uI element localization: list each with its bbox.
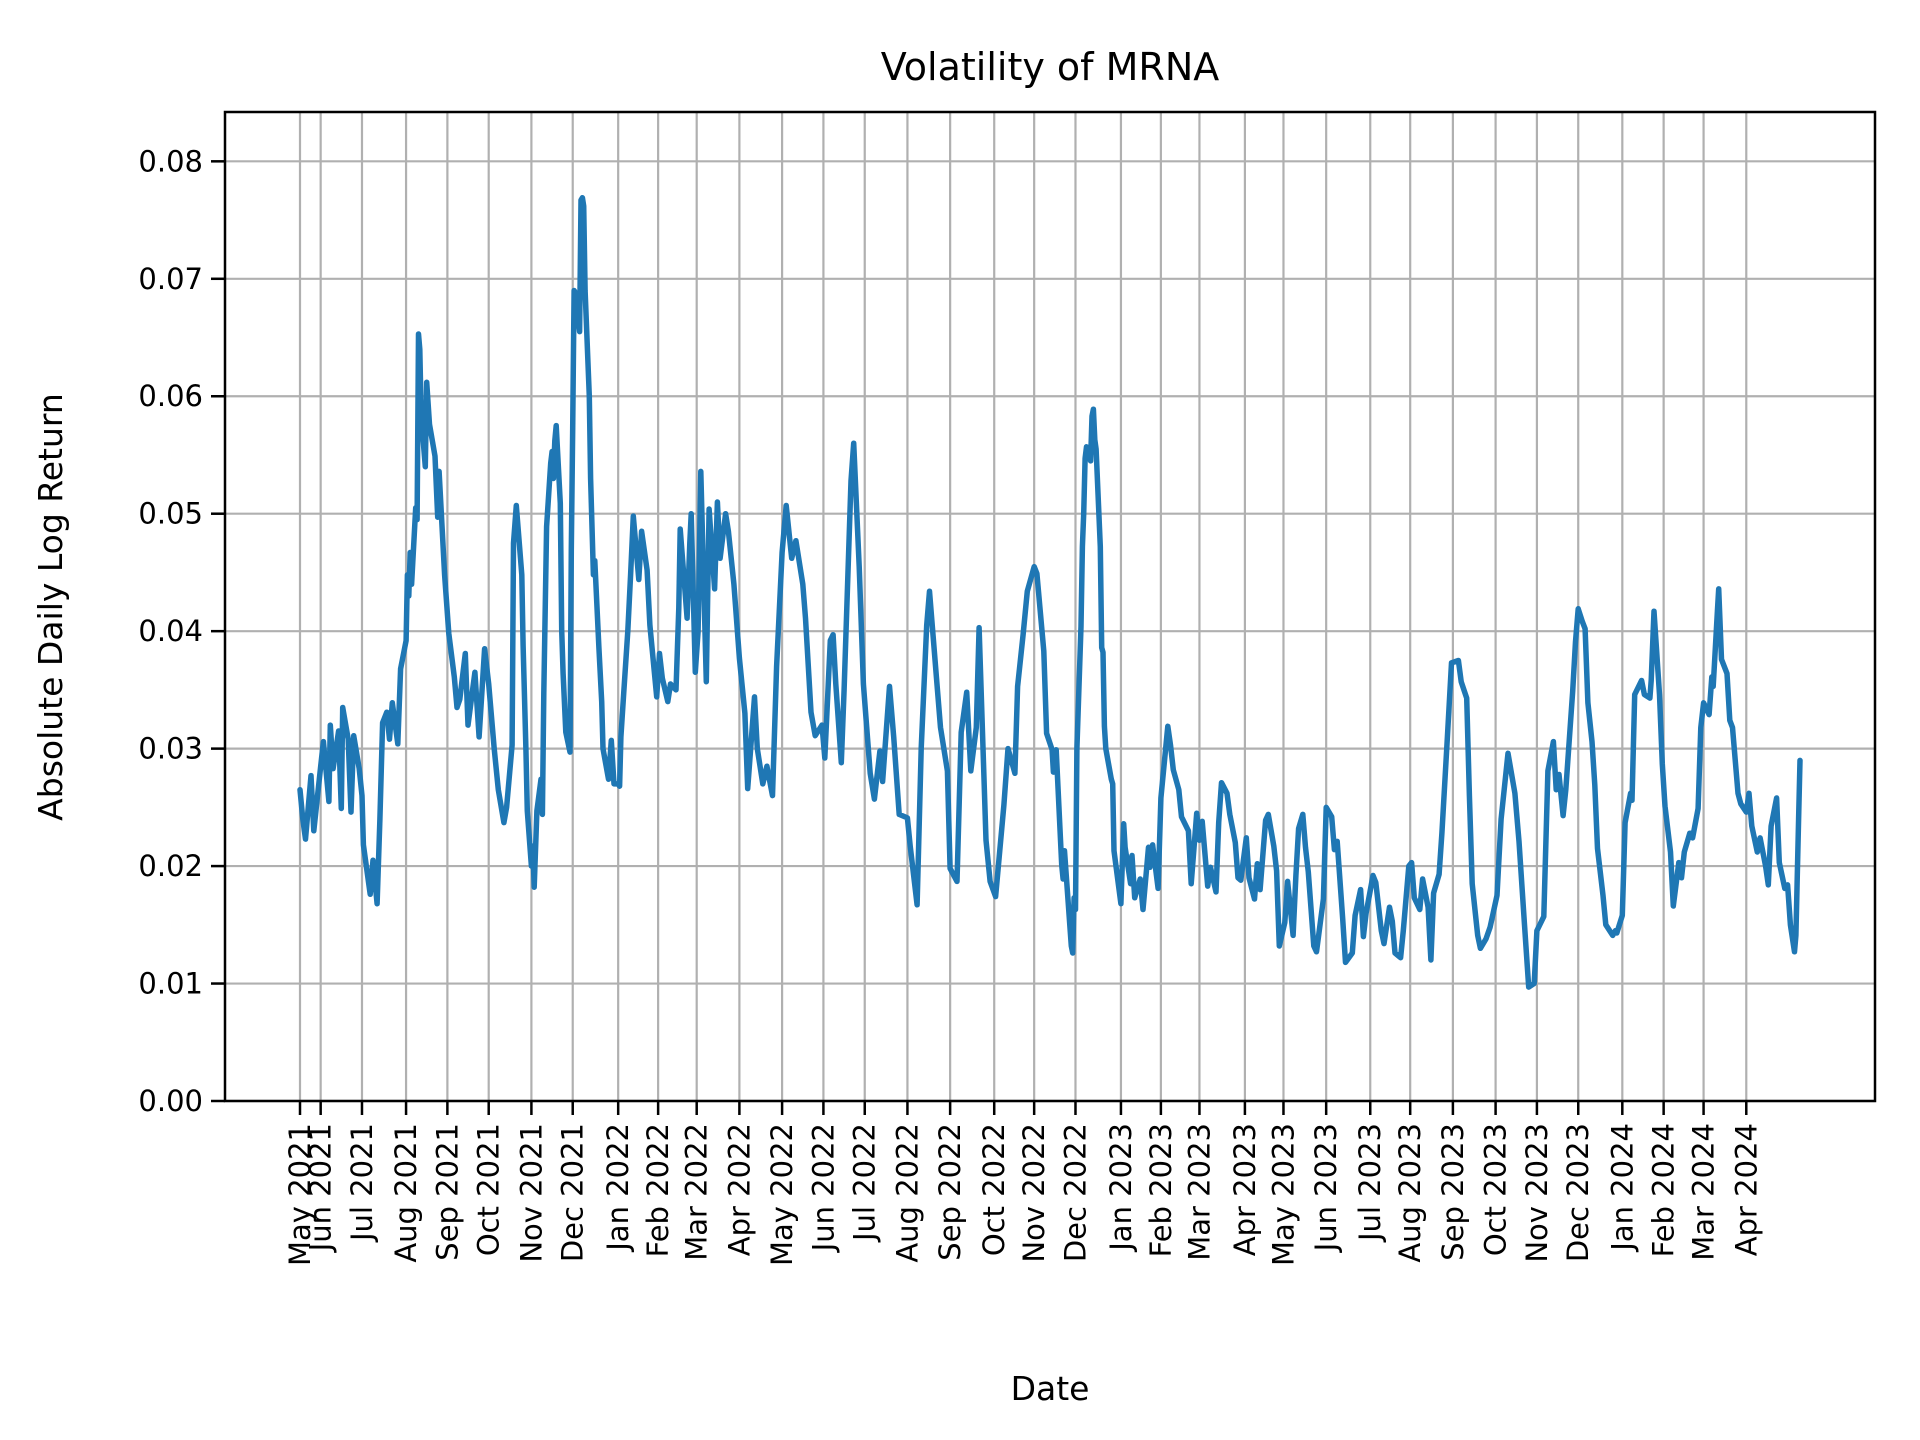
x-tick-label: Jan 2024: [1605, 1123, 1639, 1253]
x-tick-label: Aug 2022: [890, 1123, 924, 1263]
x-tick-label: Apr 2024: [1729, 1123, 1763, 1256]
x-tick-label: Apr 2023: [1228, 1123, 1262, 1256]
grid-layer: [225, 112, 1875, 1103]
x-tick-label: Oct 2022: [977, 1123, 1011, 1256]
x-tick-label: Dec 2021: [556, 1123, 590, 1262]
x-tick-label: Jun 2022: [806, 1123, 840, 1253]
x-tick-label: Oct 2023: [1479, 1123, 1513, 1256]
x-tick-label: Apr 2022: [722, 1123, 756, 1256]
volatility-line: [297, 194, 1803, 990]
x-tick-label: Dec 2022: [1058, 1123, 1092, 1262]
x-tick-label: Feb 2022: [641, 1123, 675, 1257]
x-tick-label: Jan 2022: [601, 1123, 635, 1253]
x-tick-label: Jul 2023: [1353, 1123, 1387, 1243]
x-tick-label: May 2021: [283, 1123, 317, 1266]
x-tick-label: Aug 2021: [389, 1123, 423, 1263]
x-tick-label: Nov 2023: [1520, 1123, 1554, 1263]
y-tick-label: 0.05: [138, 497, 203, 531]
x-tick-label: Jul 2022: [848, 1123, 882, 1243]
x-tick-label: Jun 2021: [304, 1123, 338, 1253]
chart-title: Volatility of MRNA: [881, 45, 1220, 89]
x-tick-label: Dec 2023: [1561, 1123, 1595, 1262]
x-tick-label: May 2023: [1266, 1123, 1300, 1266]
x-tick-label: Jan 2023: [1104, 1123, 1138, 1253]
x-tick-label: Sep 2023: [1436, 1123, 1470, 1261]
series-layer: [297, 194, 1803, 990]
x-tick-label: Mar 2022: [680, 1123, 714, 1261]
y-tick-label: 0.04: [138, 614, 203, 648]
tick-layer: [211, 160, 1748, 1115]
y-tick-label: 0.08: [138, 144, 203, 178]
y-tick-label: 0.00: [138, 1084, 203, 1118]
x-tick-label: Feb 2023: [1144, 1123, 1178, 1257]
y-tick-label: 0.06: [138, 379, 203, 413]
x-tick-label: Mar 2024: [1687, 1123, 1721, 1261]
y-axis-label: Absolute Daily Log Return: [31, 393, 70, 821]
x-axis-label: Date: [1011, 1369, 1090, 1408]
x-tick-label: Nov 2022: [1017, 1123, 1051, 1263]
x-tick-label: Oct 2021: [472, 1123, 506, 1256]
x-tick-label: Mar 2023: [1182, 1123, 1216, 1261]
x-tick-label: May 2022: [765, 1123, 799, 1266]
x-tick-label: Aug 2023: [1393, 1123, 1427, 1263]
x-tick-label: Jul 2021: [345, 1123, 379, 1243]
y-tick-label: 0.03: [138, 732, 203, 766]
x-tick-label: Sep 2021: [430, 1123, 464, 1261]
y-tick-label: 0.07: [138, 262, 203, 296]
x-tick-label: Feb 2024: [1647, 1123, 1681, 1257]
x-tick-label: Jun 2023: [1309, 1123, 1343, 1253]
x-tick-label: Sep 2022: [933, 1123, 967, 1261]
axes-frame: [223, 110, 1877, 1103]
y-tick-label: 0.02: [138, 849, 203, 883]
x-tick-label: Nov 2021: [514, 1123, 548, 1263]
y-tick-label: 0.01: [138, 967, 203, 1001]
